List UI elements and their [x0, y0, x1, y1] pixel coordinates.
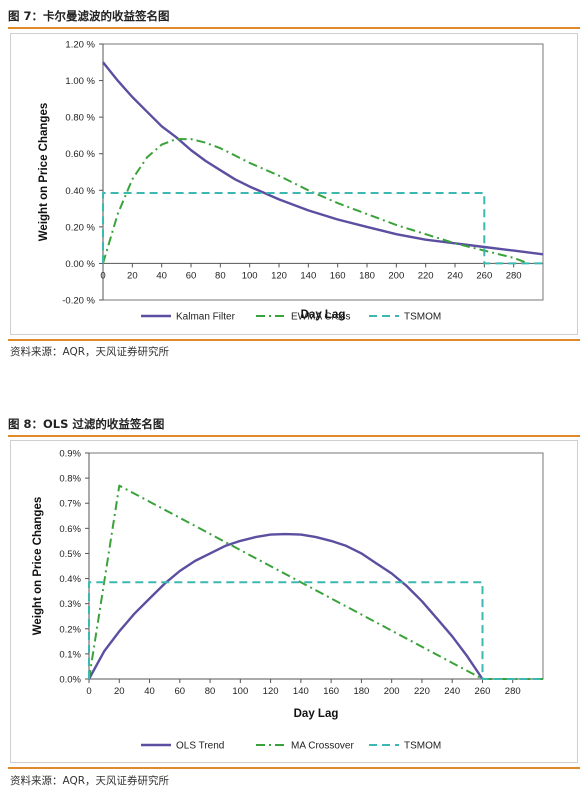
x-tick-label: 260 [476, 270, 492, 281]
y-tick-label: 0.1% [59, 649, 81, 660]
x-tick-label: 60 [186, 270, 197, 281]
x-axis-label: Day Lag [301, 309, 346, 321]
x-tick-label: 100 [242, 270, 258, 281]
legend-label: TSMOM [404, 741, 441, 752]
y-tick-label: 0.4% [59, 574, 81, 585]
y-axis-label: Weight on Price Changes [38, 103, 50, 241]
figure-7-source: 资料来源：AQR，天风证券研究所 [10, 346, 170, 358]
figure-8-top-rule [8, 435, 580, 437]
legend-label: TSMOM [404, 312, 441, 323]
x-tick-label: 120 [271, 270, 287, 281]
x-tick-label: 80 [215, 270, 226, 281]
legend-label: EWMA Cross [291, 312, 350, 323]
x-tick-label: 0 [100, 270, 105, 281]
x-tick-label: 280 [506, 270, 522, 281]
y-tick-label: 0.9% [59, 449, 81, 460]
x-tick-label: 180 [353, 686, 369, 697]
legend-label: MA Crossover [291, 741, 354, 752]
legend-label: OLS Trend [176, 741, 224, 752]
figure-8-chart-panel: 0.0% 0.1% 0.2% 0.3% 0.4% 0.5% 0.6% 0.7% 0.8% 0.9%… [10, 440, 578, 763]
y-tick-label: 0.7% [59, 499, 81, 510]
x-tick-label: 40 [144, 686, 155, 697]
x-tick-label: 260 [475, 686, 491, 697]
series-line-ols-trend [87, 532, 484, 680]
legend-item: EWMA Cross [256, 312, 350, 323]
figure-8-caption: 图 8：OLS 过滤的收益签名图 [8, 417, 165, 431]
x-tick-label: 200 [388, 270, 404, 281]
x-tick-label: 220 [414, 686, 430, 697]
y-tick-label: 0.8% [59, 474, 81, 485]
x-tick-label: 0 [86, 686, 91, 697]
x-tick-label: 120 [263, 686, 279, 697]
figure-7-bottom-rule [8, 339, 580, 341]
x-tick-label: 220 [418, 270, 434, 281]
series-line-tsmom [88, 581, 543, 680]
x-tick-label: 80 [205, 686, 216, 697]
x-tick-label: 200 [384, 686, 400, 697]
figure-8-bottom-rule [8, 767, 580, 769]
y-tick-label: 0.60 % [65, 149, 95, 160]
legend-item: TSMOM [369, 312, 441, 323]
figure-7-caption: 图 7：卡尔曼滤波的收益签名图 [8, 9, 170, 23]
x-tick-label: 20 [127, 270, 138, 281]
legend-item: Kalman Filter [141, 312, 236, 323]
x-tick-label: 160 [330, 270, 346, 281]
x-tick-label: 280 [505, 686, 521, 697]
series-line-kalman-filter [102, 61, 544, 256]
x-tick-label: 140 [293, 686, 309, 697]
y-tick-label: 0.00 % [65, 259, 95, 270]
y-axis-label: Weight on Price Changes [32, 497, 44, 635]
x-tick-label: 160 [323, 686, 339, 697]
x-tick-label: 60 [175, 686, 186, 697]
y-tick-label: -0.20 % [62, 296, 95, 307]
plot-area [88, 452, 544, 680]
x-axis-label: Day Lag [294, 708, 339, 720]
y-tick-label: 0.20 % [65, 222, 95, 233]
x-tick-label: 100 [232, 686, 248, 697]
legend-item: TSMOM [369, 741, 441, 752]
x-tick-label: 240 [444, 686, 460, 697]
y-tick-label: 0.0% [59, 675, 81, 686]
ols-filter-chart: 0.0% 0.1% 0.2% 0.3% 0.4% 0.5% 0.6% 0.7% 0.8% 0.9%… [32, 449, 544, 752]
legend-item: OLS Trend [141, 741, 224, 752]
series-line-ewma-cross [102, 138, 529, 265]
x-tick-label: 140 [300, 270, 316, 281]
figure-7-top-rule [8, 27, 580, 29]
x-tick-label: 180 [359, 270, 375, 281]
y-tick-label: 1.20 % [65, 40, 95, 51]
x-tick-label: 20 [114, 686, 125, 697]
plot-area [102, 43, 544, 301]
y-tick-label: 0.80 % [65, 113, 95, 124]
figure-7-chart-panel: -0.20 % 0.00 % 0.20 % 0.40 % 0.60 % 0.80 % 1.0… [10, 33, 578, 335]
y-tick-label: 1.00 % [65, 76, 95, 87]
y-tick-label: 0.2% [59, 624, 81, 635]
x-tick-label: 240 [447, 270, 463, 281]
legend-label: Kalman Filter [176, 312, 236, 323]
y-tick-label: 0.5% [59, 549, 81, 560]
x-tick-label: 40 [156, 270, 167, 281]
legend-item: MA Crossover [256, 741, 354, 752]
y-tick-label: 0.6% [59, 524, 81, 535]
y-tick-label: 0.3% [59, 599, 81, 610]
y-tick-label: 0.40 % [65, 186, 95, 197]
kalman-filter-chart: -0.20 % 0.00 % 0.20 % 0.40 % 0.60 % 0.80 % 1.0… [38, 40, 544, 323]
figure-8-source: 资料来源：AQR，天风证券研究所 [10, 775, 170, 787]
series-line-tsmom [102, 192, 543, 265]
